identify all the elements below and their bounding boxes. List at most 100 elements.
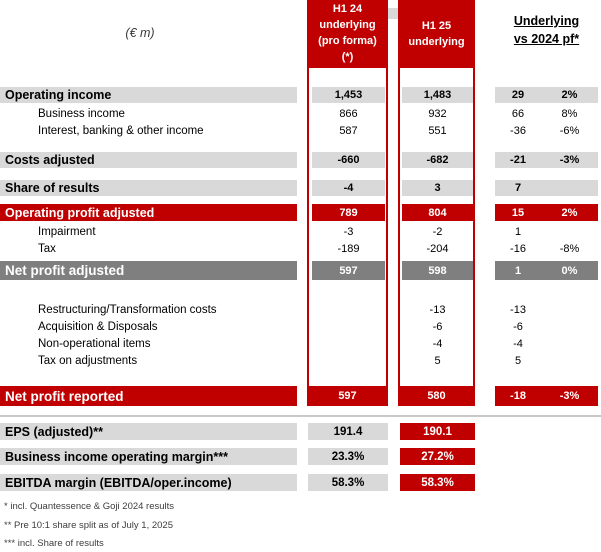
- pct-value: 8%: [561, 107, 578, 120]
- change-cell: -18 -3%: [495, 386, 598, 406]
- h1-24-value: -189: [337, 242, 360, 255]
- column-header-change: Underlying vs 2024 pf*: [495, 12, 598, 48]
- row-label: Business income: [38, 107, 125, 120]
- h1-24-value: [312, 302, 385, 317]
- h1-25-value: -13: [429, 303, 446, 316]
- change-cell: 5: [495, 353, 598, 368]
- row-label: Restructuring/Transformation costs: [38, 303, 217, 316]
- row-costs-adjusted: Costs adjusted -660 -682 -21 -3%: [0, 152, 601, 168]
- row-label: Net profit adjusted: [0, 261, 297, 280]
- section-divider: [0, 415, 601, 417]
- row-business-income-operating-margin: Business income operating margin*** 23.3…: [0, 448, 601, 465]
- row-net-profit-adjusted: Net profit adjusted 597 598 1 0%: [0, 261, 601, 280]
- h1-25-value: -6: [432, 320, 443, 333]
- pct-value: -3%: [559, 154, 580, 166]
- h1-24-value: [312, 319, 385, 334]
- h1-25-value: -204: [426, 242, 449, 255]
- row-label: Non-operational items: [38, 337, 151, 350]
- delta-value: -4: [513, 337, 523, 350]
- row-label: Business income operating margin***: [0, 448, 297, 465]
- row-label: Acquisition & Disposals: [38, 320, 158, 333]
- pct-value: -8%: [559, 242, 580, 255]
- delta-value: 66: [511, 107, 525, 120]
- h1-24-value: 866: [339, 107, 358, 120]
- header-line: H1 24: [332, 3, 363, 15]
- h1-24-value: 58.3%: [308, 474, 388, 491]
- delta-value: -6: [513, 320, 523, 333]
- delta-value: -16: [510, 242, 526, 255]
- change-cell: 1 0%: [495, 261, 598, 280]
- row-label: EBITDA margin (EBITDA/oper.income): [0, 474, 297, 491]
- delta-value: 1: [514, 264, 522, 277]
- header-line: vs 2024 pf*: [513, 32, 580, 46]
- row-label: Tax on adjustments: [38, 354, 138, 367]
- change-cell: -16 -8%: [495, 241, 598, 256]
- row-label: EPS (adjusted)**: [0, 423, 297, 440]
- h1-25-value: 1,483: [402, 87, 473, 103]
- delta-value: 5: [514, 354, 522, 367]
- delta-value: 15: [511, 206, 525, 219]
- header-line: (*): [341, 51, 354, 63]
- h1-25-value: -2: [432, 225, 443, 238]
- change-cell: 1: [495, 224, 598, 239]
- row-tax-on-adjustments: Tax on adjustments 5 5: [0, 353, 601, 368]
- row-share-of-results: Share of results -4 3 7: [0, 180, 601, 196]
- delta-value: 1: [514, 225, 522, 238]
- row-ebitda-margin: EBITDA margin (EBITDA/oper.income) 58.3%…: [0, 474, 601, 491]
- delta-value: -13: [510, 303, 526, 316]
- h1-25-value: 551: [428, 124, 447, 137]
- footnote-1: * incl. Quantessence & Goji 2024 results: [4, 501, 175, 512]
- unit-label: (€ m): [125, 26, 155, 40]
- h1-24-value: [312, 336, 385, 351]
- row-impairment: Impairment -3 -2 1: [0, 224, 601, 239]
- change-cell: -13: [495, 302, 598, 317]
- change-cell: -21 -3%: [495, 152, 598, 168]
- row-non-operational-items: Non-operational items -4 -4: [0, 336, 601, 351]
- row-label: Tax: [38, 242, 56, 255]
- change-cell: 15 2%: [495, 204, 598, 221]
- delta-value: -18: [510, 390, 526, 402]
- delta-value: 29: [511, 89, 525, 101]
- row-operating-profit-adjusted: Operating profit adjusted 789 804 15 2%: [0, 204, 601, 221]
- h1-24-value: 587: [339, 124, 358, 137]
- row-acquisition-disposals: Acquisition & Disposals -6 -6: [0, 319, 601, 334]
- h1-25-value: 580: [398, 386, 475, 406]
- delta-value: 7: [514, 182, 522, 194]
- row-label: Net profit reported: [0, 386, 297, 406]
- row-label: Impairment: [38, 225, 96, 238]
- h1-24-value: 597: [312, 261, 385, 280]
- pct-value: 2%: [561, 89, 578, 101]
- h1-24-value: -4: [312, 180, 385, 196]
- footnote-3: *** incl. Share of results: [4, 538, 104, 549]
- header-line: underlying: [319, 19, 376, 31]
- header-line: Underlying: [513, 14, 580, 28]
- delta-value: -21: [510, 154, 526, 166]
- h1-24-value: 597: [307, 386, 388, 406]
- h1-25-value: 58.3%: [400, 474, 475, 491]
- h1-24-value: [312, 353, 385, 368]
- h1-24-value: 1,453: [312, 87, 385, 103]
- row-tax: Tax -189 -204 -16 -8%: [0, 241, 601, 256]
- change-cell: 29 2%: [495, 87, 598, 103]
- pct-value: -3%: [559, 390, 580, 402]
- pct-value: 2%: [561, 206, 578, 219]
- change-cell: -6: [495, 319, 598, 334]
- change-cell: 7: [495, 180, 598, 196]
- header-gap-notch: [388, 8, 398, 19]
- column-header-h1-25: H1 25 underlying: [398, 0, 475, 68]
- header-line: underlying: [408, 36, 465, 48]
- h1-24-value: 191.4: [308, 423, 388, 440]
- h1-24-column-outline: [307, 0, 388, 388]
- h1-25-value: 932: [428, 107, 447, 120]
- row-label: Operating profit adjusted: [0, 204, 297, 221]
- header-line: (pro forma): [318, 35, 377, 47]
- change-cell: -4: [495, 336, 598, 351]
- row-label: Share of results: [0, 180, 297, 196]
- h1-24-value: -660: [312, 152, 385, 168]
- h1-25-value: 27.2%: [400, 448, 475, 465]
- row-label: Interest, banking & other income: [38, 124, 204, 137]
- row-business-income: Business income 866 932 66 8%: [0, 106, 601, 121]
- row-eps-adjusted: EPS (adjusted)** 191.4 190.1: [0, 423, 601, 440]
- h1-25-value: -4: [432, 337, 443, 350]
